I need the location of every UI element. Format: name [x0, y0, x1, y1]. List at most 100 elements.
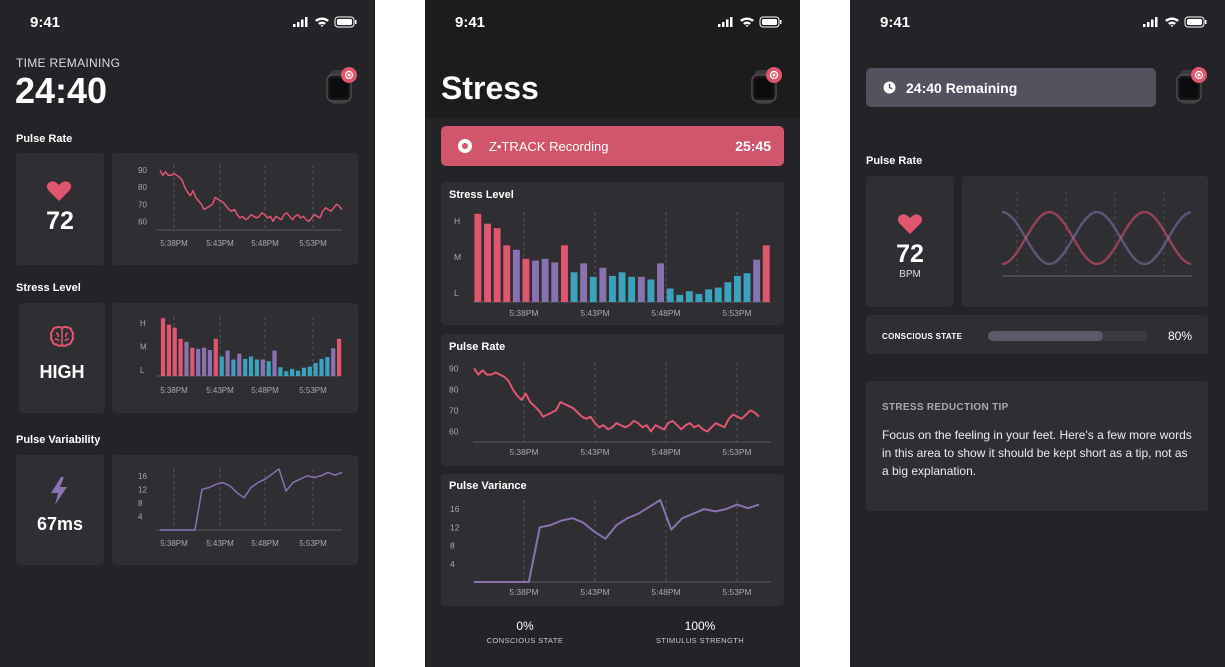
bar — [512, 249, 520, 302]
x-tick-label: 5:53PM — [299, 386, 327, 395]
y-tick-label: 4 — [138, 512, 143, 521]
stimulus-stat: 100% STIMULUS STRENGTH — [640, 619, 760, 645]
bar — [266, 361, 271, 377]
stress-level-title: Stress Level — [449, 189, 514, 201]
y-tick-label: L — [454, 288, 459, 298]
bar — [225, 350, 230, 376]
bar — [705, 289, 713, 302]
bar — [570, 272, 578, 302]
bar — [313, 363, 318, 376]
status-bar: 9:41 — [850, 0, 1225, 44]
remaining-label: 24:40 Remaining — [906, 80, 1018, 96]
x-tick-label: 5:53PM — [299, 239, 327, 248]
x-tick-label: 5:43PM — [580, 587, 609, 597]
series-line — [160, 468, 343, 531]
status-time: 9:41 — [880, 14, 911, 31]
bar — [695, 293, 703, 302]
bar — [599, 267, 607, 302]
bar — [319, 358, 324, 376]
bar — [618, 272, 626, 302]
recording-label: Z•TRACK Recording — [489, 139, 609, 154]
conscious-stat: 0% CONSCIOUS STATE — [470, 619, 580, 645]
bar — [219, 356, 224, 376]
x-tick-label: 5:48PM — [251, 539, 279, 548]
bar — [231, 359, 236, 376]
bar — [474, 213, 482, 302]
variability-chart-card: 5:38PM 5:43PM 5:48PM 5:53PM 4 8 12 16 — [112, 455, 358, 565]
conscious-value: 0% — [516, 619, 534, 633]
watch-icon[interactable] — [749, 66, 783, 108]
x-tick-label: 5:43PM — [580, 447, 609, 457]
y-tick-label: 90 — [449, 363, 459, 373]
x-tick-label: 5:38PM — [509, 308, 538, 318]
y-tick-label: 16 — [450, 504, 460, 514]
stress-level-title: Stress Level — [16, 282, 81, 294]
bar — [160, 318, 166, 376]
bar — [272, 350, 277, 376]
bar — [325, 357, 330, 376]
bar — [714, 287, 722, 302]
bar — [178, 338, 183, 376]
screen-stress: 9:41 Stress Z•TRACK Recording 25:45 Stre… — [425, 0, 800, 667]
stress-level-chart: 5:38PM 5:43PM 5:48PM 5:53PM L M H — [140, 317, 342, 395]
bar — [301, 367, 306, 376]
pulse-rate-chart: 5:38PM 5:43PM 5:48PM 5:53PM 60 70 80 90 — [138, 165, 343, 248]
x-tick-label: 5:38PM — [160, 386, 188, 395]
pulse-value-card[interactable]: 72 BPM — [866, 176, 954, 307]
x-tick-label: 5:53PM — [722, 308, 751, 318]
watch-icon[interactable] — [1174, 66, 1208, 108]
pulse-rate-title: Pulse Rate — [16, 133, 73, 145]
status-bar: 9:41 — [425, 0, 800, 44]
y-tick-label: 60 — [449, 426, 459, 436]
heart-icon — [46, 181, 72, 201]
pulse-unit: BPM — [899, 269, 921, 280]
bar — [685, 291, 693, 302]
bar — [657, 263, 664, 302]
pulse-variability-title: Pulse Variability — [16, 434, 101, 446]
remaining-pill[interactable]: 24:40 Remaining — [866, 68, 1156, 107]
bar — [580, 263, 588, 302]
stress-level-chart: 5:38PM 5:43PM 5:48PM 5:53PM L M H — [454, 212, 771, 318]
bar — [637, 276, 645, 302]
y-tick-label: M — [454, 252, 461, 262]
stimulus-label: STIMULUS STRENGTH — [655, 636, 745, 645]
pulse-rate-chart: 5:38PM 5:43PM 5:48PM 5:53PM 60 70 80 90 — [449, 362, 771, 457]
bar — [666, 288, 674, 302]
lightning-icon — [51, 477, 67, 505]
bar — [278, 367, 283, 376]
x-tick-label: 5:48PM — [651, 447, 680, 457]
watch-icon[interactable] — [324, 66, 358, 108]
y-tick-label: 80 — [138, 183, 147, 192]
screen-dashboard: 9:41 TIME REMAINING 24:40 Pulse Rate 72 … — [0, 0, 375, 667]
pulse-rate-title: Pulse Rate — [449, 341, 506, 353]
status-bar: 9:41 — [0, 0, 375, 44]
recording-banner[interactable]: Z•TRACK Recording 25:45 — [441, 126, 784, 166]
pulse-chart-card: Pulse Rate 5:38PM 5:43PM 5:48PM 5:53PM 60 70 8… — [441, 334, 784, 466]
stress-value-card[interactable]: HIGH — [19, 303, 105, 413]
y-tick-label: 8 — [450, 541, 455, 551]
bar — [676, 294, 684, 302]
x-tick-label: 5:53PM — [299, 539, 327, 548]
y-tick-label: L — [140, 366, 145, 375]
x-tick-label: 5:38PM — [160, 539, 188, 548]
bar — [207, 350, 212, 376]
bar — [493, 228, 501, 302]
bar — [532, 260, 539, 302]
bar — [290, 368, 295, 376]
pulse-rate-title: Pulse Rate — [866, 155, 923, 167]
variability-value-card[interactable]: 67ms — [16, 455, 104, 565]
bar — [190, 347, 195, 376]
pulse-value-card[interactable]: 72 — [16, 153, 104, 265]
stress-value: HIGH — [39, 362, 85, 382]
bar — [647, 279, 655, 302]
bar — [589, 276, 597, 302]
pulse-value: 72 — [896, 240, 924, 268]
y-tick-label: 12 — [138, 485, 147, 494]
bar — [172, 327, 177, 376]
bar — [202, 347, 207, 376]
time-remaining-label: TIME REMAINING — [16, 56, 121, 70]
x-tick-label: 5:43PM — [206, 539, 234, 548]
stimulus-value: 100% — [684, 619, 716, 633]
bar — [331, 348, 336, 376]
screen-session: 9:41 24:40 Remaining Pulse Rate 72 BPM C… — [850, 0, 1225, 667]
